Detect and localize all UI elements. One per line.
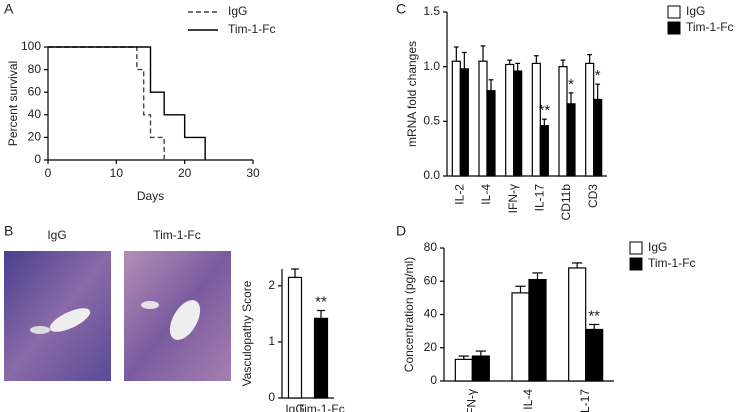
survival-line xyxy=(48,46,165,160)
y-tick-label: 0 xyxy=(268,390,275,404)
vessel xyxy=(49,308,91,332)
bar xyxy=(471,355,490,382)
y-tick-label: 0 xyxy=(430,373,437,387)
y-tick-label: 40 xyxy=(424,307,438,321)
y-axis-label: Vasculopathy Score xyxy=(240,280,254,386)
y-tick-label: 20 xyxy=(424,340,438,354)
histology-images xyxy=(4,251,231,381)
y-tick-label: 1.5 xyxy=(423,4,440,18)
panel-label: D xyxy=(396,223,406,239)
bar xyxy=(313,317,329,399)
vessel xyxy=(169,300,201,340)
x-tick-label: 10 xyxy=(110,166,124,180)
bar xyxy=(513,70,523,177)
significance: * xyxy=(568,76,574,93)
bar xyxy=(568,267,587,382)
survival-line xyxy=(48,46,206,160)
x-tick-label: IL-4 xyxy=(521,389,535,410)
y-tick-label: 60 xyxy=(28,84,42,98)
x-tick-label: 20 xyxy=(178,166,192,180)
x-tick-label: CD11b xyxy=(559,184,573,221)
bar xyxy=(558,66,568,177)
bar xyxy=(528,278,547,382)
bar xyxy=(593,98,603,177)
legend-label: IgG xyxy=(228,4,247,18)
y-axis-label: Percent survival xyxy=(6,61,20,146)
x-tick-label: CD3 xyxy=(586,184,600,208)
y-tick-label: 0.5 xyxy=(423,114,440,128)
bar xyxy=(585,328,604,382)
y-tick-label: 40 xyxy=(28,107,42,121)
x-tick-label: IFN-γ xyxy=(506,184,520,213)
legend-label: IgG xyxy=(686,4,705,18)
significance: ** xyxy=(315,293,327,310)
y-tick-label: 60 xyxy=(424,273,438,287)
bar xyxy=(459,68,469,177)
bar xyxy=(451,60,461,177)
legend-swatch xyxy=(667,21,681,35)
legend-label: Tim-1-Fc xyxy=(228,22,276,36)
bar xyxy=(486,90,496,177)
x-tick-label: 30 xyxy=(246,166,260,180)
image-label: IgG xyxy=(47,228,66,242)
significance: * xyxy=(595,67,601,84)
vessel xyxy=(141,301,159,309)
y-tick-label: 80 xyxy=(28,62,42,76)
panel-label: A xyxy=(4,1,14,17)
legend-swatch xyxy=(629,257,643,271)
x-tick-label: Tim-1-Fc xyxy=(297,402,345,412)
vessel xyxy=(30,326,50,334)
y-tick-label: 100 xyxy=(21,39,41,53)
y-tick-label: 80 xyxy=(424,240,438,254)
y-tick-label: 1.0 xyxy=(423,59,440,73)
bar xyxy=(585,62,595,177)
y-tick-label: 0.0 xyxy=(423,168,440,182)
significance: ** xyxy=(538,102,550,119)
y-axis-label: mRNA fold changes xyxy=(405,41,419,147)
bar xyxy=(478,60,488,177)
image-igg xyxy=(4,251,111,381)
panel-label: B xyxy=(4,223,13,239)
bar xyxy=(531,62,541,177)
legend-swatch xyxy=(629,241,643,255)
x-tick-label: IL-17 xyxy=(578,389,592,412)
x-tick-label: IFN-γ xyxy=(465,389,479,412)
y-tick-label: 20 xyxy=(28,130,42,144)
legend-label: IgG xyxy=(648,240,667,254)
bar xyxy=(505,63,515,177)
x-tick-label: IgG xyxy=(285,402,304,412)
image-label: Tim-1-Fc xyxy=(153,228,201,242)
y-tick-label: 2 xyxy=(268,278,275,292)
legend-label: Tim-1-Fc xyxy=(648,256,696,270)
x-tick-label: 0 xyxy=(45,166,52,180)
y-tick-label: 1 xyxy=(268,334,275,348)
legend-swatch xyxy=(667,5,681,19)
bar xyxy=(566,103,576,177)
legend-label: Tim-1-Fc xyxy=(686,20,734,34)
bar xyxy=(539,125,549,177)
x-tick-label: IL-4 xyxy=(479,184,493,205)
x-axis-label: Days xyxy=(137,189,164,203)
y-tick-label: 0 xyxy=(34,152,41,166)
bar xyxy=(511,292,530,382)
x-tick-label: IL-17 xyxy=(533,184,547,212)
y-axis-label: Concentration (pg/ml) xyxy=(402,257,416,372)
x-tick-label: IL-2 xyxy=(453,184,467,205)
significance: ** xyxy=(588,307,600,324)
bar xyxy=(454,358,473,382)
bar xyxy=(287,276,303,399)
panel-label: C xyxy=(396,1,406,17)
